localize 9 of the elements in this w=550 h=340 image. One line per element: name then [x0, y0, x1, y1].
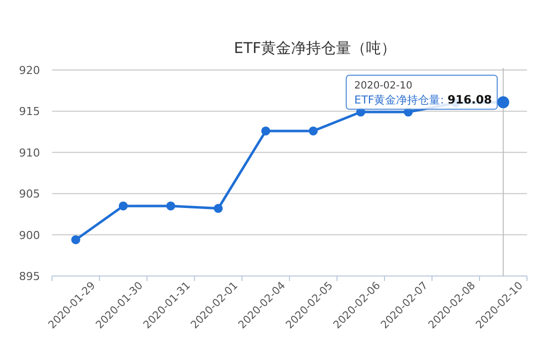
chart-title: ETF黄金净持仓量（吨）: [234, 39, 396, 57]
annotation: 2020-02-10 ETF黄金净持仓量: 916.08: [354, 80, 492, 106]
y-tick-label: 910: [19, 146, 40, 160]
y-tick-label: 900: [19, 228, 40, 242]
y-tick-label: 920: [19, 64, 40, 77]
y-tick-label: 895: [19, 270, 40, 283]
tooltip: 2020-02-10 ETF黄金净持仓量: 916.08: [346, 74, 498, 110]
y-tick-label: 915: [19, 105, 40, 118]
y-tick-label: 905: [19, 188, 40, 201]
